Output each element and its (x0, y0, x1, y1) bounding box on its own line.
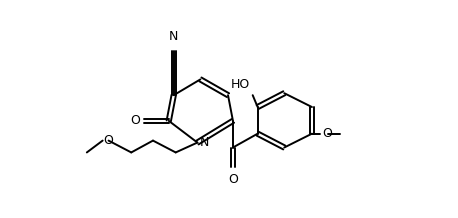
Text: N: N (199, 136, 209, 149)
Text: O: O (104, 134, 114, 147)
Text: O: O (322, 127, 332, 140)
Text: O: O (228, 173, 238, 186)
Text: HO: HO (230, 78, 250, 91)
Text: N: N (169, 30, 179, 43)
Text: O: O (130, 114, 140, 127)
